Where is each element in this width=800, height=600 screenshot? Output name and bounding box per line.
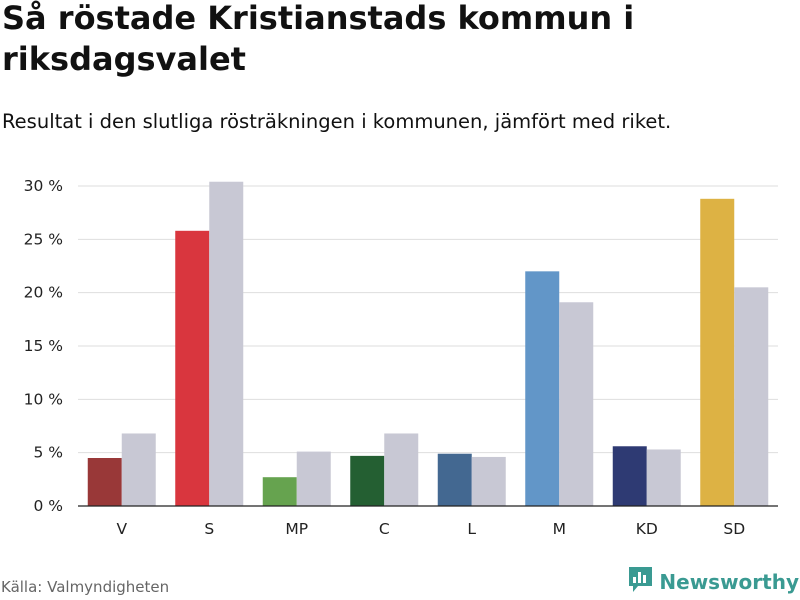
x-tick-label: MP bbox=[285, 520, 308, 538]
y-tick-label: 5 % bbox=[33, 444, 63, 462]
brand-name: Newsworthy bbox=[659, 570, 799, 594]
y-tick-label: 20 % bbox=[24, 284, 63, 302]
x-tick-label: KD bbox=[636, 520, 658, 538]
x-tick-label: M bbox=[553, 520, 566, 538]
brand-logo[interactable]: Newsworthy bbox=[627, 566, 799, 598]
x-tick-label: V bbox=[116, 520, 127, 538]
y-tick-label: 10 % bbox=[24, 390, 63, 408]
bar-riket-s bbox=[209, 181, 244, 506]
bar-kommun-c bbox=[350, 455, 385, 506]
bar-kommun-mp bbox=[262, 477, 297, 506]
bar-chart: 0 % 5 % 10 % 15 % 20 % 25 % 30 % V S MP C L M KD SD bbox=[24, 177, 778, 538]
bar-riket-m bbox=[559, 302, 594, 506]
y-tick-label: 0 % bbox=[33, 497, 63, 515]
source-note: Källa: Valmyndigheten bbox=[1, 578, 170, 596]
bar-kommun-kd bbox=[612, 446, 647, 506]
bar-riket-v bbox=[121, 433, 156, 506]
bar-kommun-s bbox=[175, 230, 210, 507]
x-tick-label: S bbox=[204, 520, 214, 538]
newsworthy-logo-icon bbox=[627, 566, 654, 598]
x-tick-label: C bbox=[379, 520, 390, 538]
chart-title: Så röstade Kristianstads kommun i riksda… bbox=[2, 0, 635, 78]
y-tick-label: 15 % bbox=[24, 337, 63, 355]
x-tick-label: SD bbox=[723, 520, 745, 538]
bar-kommun-m bbox=[525, 271, 560, 506]
bar-riket-kd bbox=[646, 449, 681, 506]
bar-kommun-v bbox=[87, 458, 122, 506]
y-tick-label: 25 % bbox=[24, 230, 63, 248]
chart-subtitle: Resultat i den slutliga rösträkningen i … bbox=[2, 110, 672, 133]
bar-kommun-l bbox=[437, 453, 472, 506]
bar-riket-c bbox=[384, 433, 419, 506]
bar-riket-sd bbox=[734, 287, 769, 506]
x-tick-label: L bbox=[467, 520, 476, 538]
y-tick-label: 30 % bbox=[24, 177, 63, 195]
bar-kommun-sd bbox=[700, 198, 735, 507]
bar-riket-l bbox=[471, 456, 506, 506]
bar-riket-mp bbox=[296, 451, 331, 506]
